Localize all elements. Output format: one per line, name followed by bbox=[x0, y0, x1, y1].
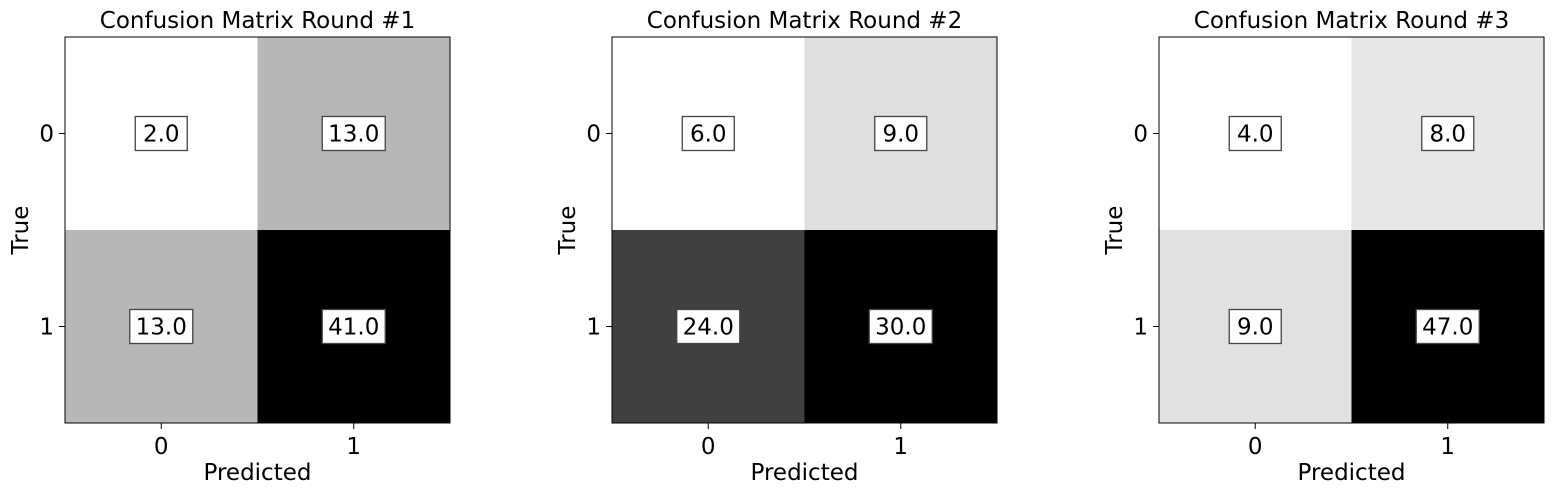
cell-value-label: 41.0 bbox=[328, 315, 379, 341]
y-axis-label: True bbox=[555, 206, 581, 256]
y-tick-label: 1 bbox=[1133, 315, 1148, 341]
cell-value-label: 2.0 bbox=[143, 122, 180, 148]
chart-panel-1: Confusion Matrix Round #1 2.0 13.0 13.0 41.… bbox=[8, 8, 451, 486]
y-tick-label: 0 bbox=[586, 122, 601, 148]
chart-title: Confusion Matrix Round #3 bbox=[1194, 8, 1509, 34]
y-axis-label: True bbox=[8, 206, 34, 256]
value-label-box bbox=[868, 308, 933, 345]
y-tick-label: 1 bbox=[586, 315, 601, 341]
value-label-box bbox=[1228, 308, 1282, 345]
x-tick-label: 1 bbox=[346, 434, 361, 460]
cell-value-label: 24.0 bbox=[683, 315, 734, 341]
chart-title: Confusion Matrix Round #2 bbox=[647, 8, 962, 34]
value-label-box bbox=[129, 308, 194, 345]
chart-panel-3: Confusion Matrix Round #3 4.0 8.09.0 47.0 … bbox=[1102, 8, 1545, 486]
x-tick-label: 0 bbox=[701, 434, 716, 460]
cell-value-label: 9.0 bbox=[1237, 315, 1274, 341]
value-label-box bbox=[1228, 115, 1282, 152]
y-tick-label: 0 bbox=[1133, 122, 1148, 148]
cell-value-label: 6.0 bbox=[690, 122, 727, 148]
cell-value-label: 13.0 bbox=[136, 315, 187, 341]
cell-value-label: 9.0 bbox=[882, 122, 919, 148]
x-tick-label: 0 bbox=[1248, 434, 1263, 460]
x-tick-label: 1 bbox=[1440, 434, 1455, 460]
value-label-box bbox=[134, 115, 188, 152]
x-axis-label: Predicted bbox=[1298, 460, 1406, 486]
value-label-box bbox=[874, 115, 928, 152]
value-label-box bbox=[681, 115, 735, 152]
cell-value-label: 4.0 bbox=[1237, 122, 1274, 148]
plot-frame bbox=[64, 36, 451, 424]
plot-frame bbox=[611, 36, 998, 424]
value-label-box bbox=[1415, 308, 1480, 345]
cell-value-label: 47.0 bbox=[1422, 315, 1473, 341]
y-tick-label: 1 bbox=[39, 315, 54, 341]
value-label-box bbox=[321, 115, 386, 152]
cell-value-label: 30.0 bbox=[875, 315, 926, 341]
y-tick-label: 0 bbox=[39, 122, 54, 148]
cell-value-label: 13.0 bbox=[328, 122, 379, 148]
value-label-box bbox=[676, 308, 741, 345]
y-axis-label: True bbox=[1102, 206, 1128, 256]
cell-value-label: 8.0 bbox=[1429, 122, 1466, 148]
x-axis-label: Predicted bbox=[204, 460, 312, 486]
chart-panel-2: Confusion Matrix Round #2 6.0 9.0 24.0 30.0… bbox=[555, 8, 998, 486]
plot-frame bbox=[1158, 36, 1545, 424]
value-label-box bbox=[321, 308, 386, 345]
chart-title: Confusion Matrix Round #1 bbox=[100, 8, 415, 34]
x-tick-label: 1 bbox=[893, 434, 908, 460]
x-tick-label: 0 bbox=[154, 434, 169, 460]
x-axis-label: Predicted bbox=[751, 460, 859, 486]
value-label-box bbox=[1421, 115, 1475, 152]
